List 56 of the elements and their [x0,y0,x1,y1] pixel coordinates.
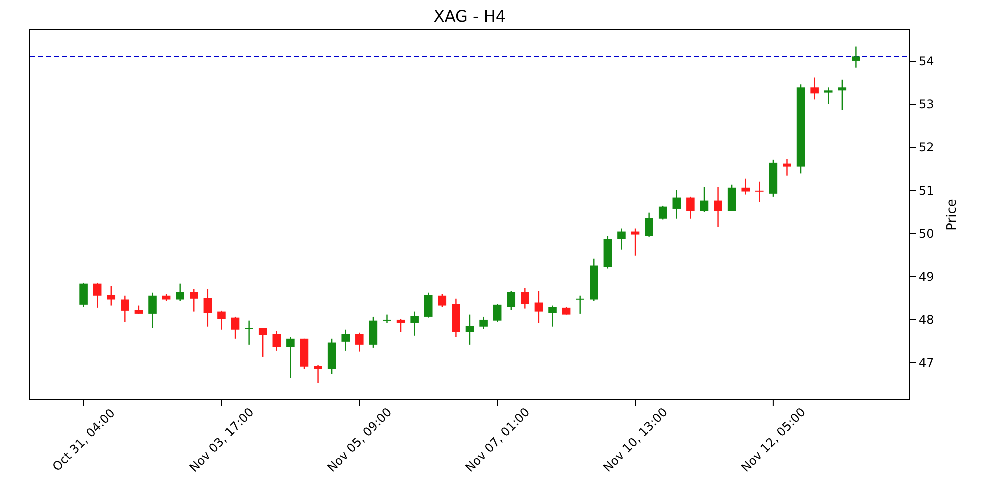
candlestick [824,87,833,105]
candlestick [480,316,488,330]
candlestick [658,205,668,220]
candlestick [314,364,322,384]
candlestick [576,295,584,315]
candlestick [534,290,544,324]
candlestick [342,329,350,352]
y-tick-label: 49 [919,270,934,284]
candlestick [672,189,682,220]
candlestick [810,77,819,100]
y-tick-label: 50 [919,226,934,241]
candlestick [410,311,419,336]
chart-title: XAG - H4 [434,7,506,26]
candlestick [631,228,640,256]
y-axis-title: Price [945,199,960,231]
candlestick [286,336,295,379]
y-tick-label: 54 [919,54,934,69]
candlestick [645,212,654,238]
candlestick [93,282,102,309]
candlestick [190,288,198,312]
candlestick [272,330,282,352]
y-tick-label: 53 [919,98,934,112]
y-tick-label: 48 [919,312,934,327]
candlestick [756,181,764,203]
candlestick [686,196,695,220]
candlestick [204,288,212,328]
candlestick [507,290,516,311]
candlestick [742,178,750,196]
candlestick [728,184,736,212]
candlestick [618,228,626,250]
candlestick [548,305,557,328]
y-tick-label: 52 [919,140,934,155]
y-tick-label: 47 [919,356,934,370]
candlestick [258,328,268,358]
candlestick [700,186,709,213]
candlestick [838,79,847,111]
candlestick [121,295,130,323]
candlestick [231,316,240,340]
candlestick [176,283,184,302]
candlestick [714,186,722,228]
candlestick [396,318,406,333]
candlestick [245,320,254,346]
candlestick [356,332,364,352]
candlestick [852,46,860,68]
candlestick [438,294,447,308]
candlestick [148,292,157,329]
candlestick [493,303,502,323]
candlestick [80,282,88,308]
candlestick [521,288,530,310]
candlestick [107,285,116,306]
candlestick [424,292,433,318]
candlestick [783,158,792,176]
y-tick-label: 51 [919,184,934,198]
candlestick [218,310,226,330]
candlestick [383,314,392,324]
candlestick [466,314,474,346]
